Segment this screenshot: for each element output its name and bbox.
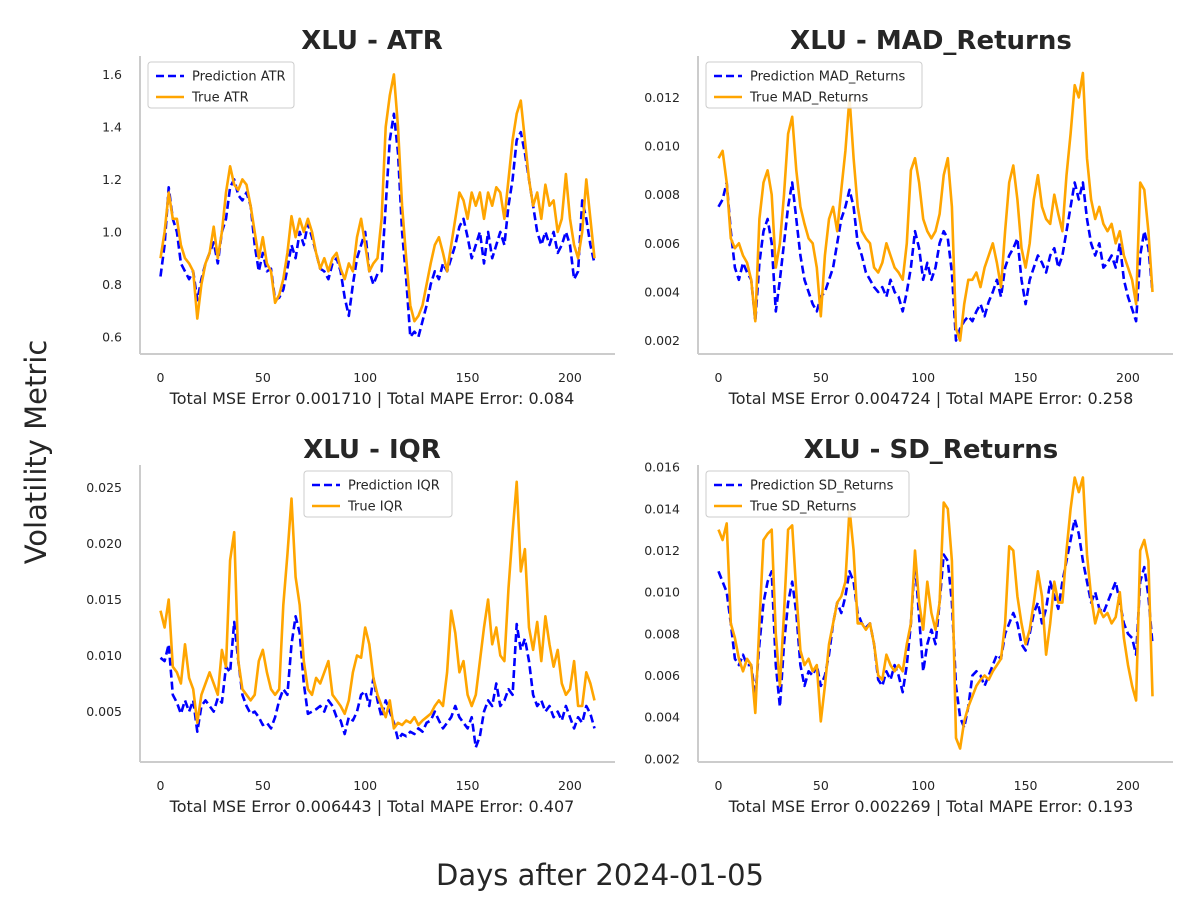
x-tick-label: 200 (1116, 778, 1140, 793)
figure-x-label: Days after 2024-01-05 (436, 858, 764, 892)
subplot-3: XLU - IQR 0 50 100 150 200 0.005 0.010 0.015 0.02… (86, 435, 615, 816)
prediction-series-line (159, 615, 596, 749)
y-tick-label: 1.4 (102, 119, 122, 134)
subplot-title: XLU - MAD_Returns (790, 26, 1072, 56)
legend-label: Prediction ATR (192, 70, 286, 85)
y-tick-label: 0.016 (644, 460, 680, 475)
true-series-line (159, 480, 596, 730)
y-tick-label: 0.002 (644, 333, 680, 348)
y-tick-label: 0.002 (644, 751, 680, 766)
x-tick-label: 100 (911, 778, 935, 793)
y-tick-label: 0.004 (644, 284, 680, 299)
y-tick-label: 0.005 (86, 704, 122, 719)
x-tick-label: 200 (558, 370, 582, 385)
prediction-series-line (717, 517, 1154, 729)
legend: Prediction ATR True ATR (147, 61, 295, 109)
x-axis-label: Total MSE Error 0.006443 | Total MAPE Er… (169, 797, 575, 816)
legend: Prediction IQR True IQR (303, 470, 453, 518)
subplot-2: XLU - MAD_Returns 0 50 100 150 200 0.002 0.004 0… (644, 26, 1173, 408)
legend-box (705, 61, 923, 109)
legend: Prediction MAD_Returns True MAD_Returns (705, 61, 923, 109)
y-tick-label: 0.010 (644, 585, 680, 600)
y-tick-label: 0.012 (644, 90, 680, 105)
x-tick-label: 150 (456, 778, 480, 793)
x-tick-label: 50 (255, 778, 271, 793)
x-tick-label: 200 (1116, 370, 1140, 385)
x-tick-label: 0 (156, 370, 164, 385)
y-tick-label: 0.025 (86, 480, 122, 495)
x-tick-label: 150 (456, 370, 480, 385)
y-tick-label: 1.2 (102, 172, 122, 187)
subplot-4: XLU - SD_Returns 0 50 100 150 200 0.002 0.004 0.… (644, 435, 1173, 816)
true-series-line (159, 73, 596, 323)
x-tick-label: 200 (558, 778, 582, 793)
y-tick-label: 0.015 (86, 592, 122, 607)
prediction-series-line (717, 181, 1154, 342)
y-tick-label: 0.006 (644, 668, 680, 683)
subplot-title: XLU - ATR (301, 26, 443, 56)
legend-box (147, 61, 295, 109)
legend-label: True MAD_Returns (749, 91, 869, 106)
y-tick-label: 0.014 (644, 501, 680, 516)
legend-box (705, 470, 910, 518)
legend-label: Prediction MAD_Returns (750, 70, 905, 85)
legend: Prediction SD_Returns True SD_Returns (705, 470, 910, 518)
y-tick-label: 0.012 (644, 543, 680, 558)
figure-y-label: Volatility Metric (19, 340, 53, 565)
x-tick-label: 150 (1014, 778, 1038, 793)
subplot-title: XLU - SD_Returns (804, 435, 1058, 465)
x-axis-label: Total MSE Error 0.001710 | Total MAPE Er… (169, 389, 575, 408)
true-series-line (717, 476, 1154, 750)
legend-box (303, 470, 453, 518)
y-tick-label: 0.020 (86, 536, 122, 551)
prediction-series-line (159, 112, 596, 339)
x-tick-label: 50 (255, 370, 271, 385)
x-axis-label: Total MSE Error 0.004724 | Total MAPE Er… (728, 389, 1134, 408)
y-tick-label: 1.0 (102, 224, 122, 239)
x-tick-label: 0 (156, 778, 164, 793)
x-tick-label: 50 (813, 778, 829, 793)
x-tick-label: 100 (353, 370, 377, 385)
x-tick-label: 50 (813, 370, 829, 385)
y-tick-label: 0.010 (86, 648, 122, 663)
subplot-1: XLU - ATR 0 50 100 150 200 0.6 0.8 1.0 1.2 1.4 1.6 T… (102, 26, 615, 408)
y-tick-label: 0.008 (644, 187, 680, 202)
true-series-line (717, 71, 1154, 342)
y-tick-label: 0.006 (644, 236, 680, 251)
y-tick-label: 0.8 (102, 277, 122, 292)
legend-label: True IQR (347, 500, 403, 515)
x-tick-label: 150 (1014, 370, 1038, 385)
y-tick-label: 0.6 (102, 329, 122, 344)
x-tick-label: 0 (714, 370, 722, 385)
x-tick-label: 0 (714, 778, 722, 793)
x-tick-label: 100 (353, 778, 377, 793)
legend-label: Prediction IQR (348, 479, 440, 494)
legend-label: True SD_Returns (749, 500, 857, 515)
subplot-title: XLU - IQR (303, 435, 441, 465)
x-axis-label: Total MSE Error 0.002269 | Total MAPE Er… (728, 797, 1134, 816)
y-tick-label: 0.008 (644, 626, 680, 641)
legend-label: Prediction SD_Returns (750, 479, 894, 494)
y-tick-label: 1.6 (102, 67, 122, 82)
y-tick-label: 0.010 (644, 139, 680, 154)
x-tick-label: 100 (911, 370, 935, 385)
legend-label: True ATR (191, 91, 249, 106)
y-tick-label: 0.004 (644, 710, 680, 725)
